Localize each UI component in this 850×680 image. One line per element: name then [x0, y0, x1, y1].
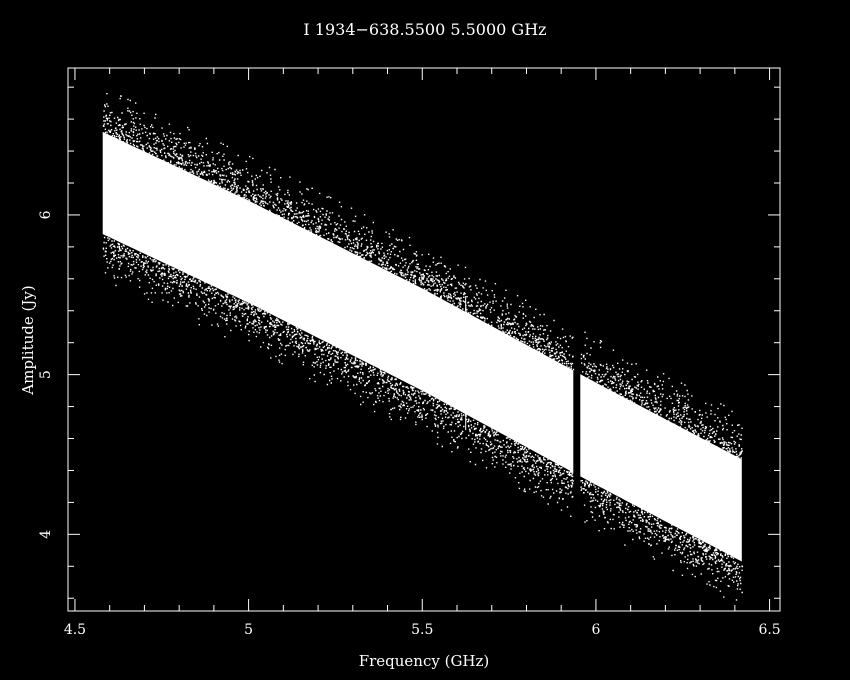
x-tick-label: 6: [591, 622, 600, 638]
y-tick-label: 5: [38, 370, 54, 379]
y-axis-label: Amplitude (Jy): [19, 285, 37, 395]
y-tick-label: 6: [38, 210, 54, 219]
data-core-band: [580, 374, 742, 562]
x-axis-label: Frequency (GHz): [359, 652, 490, 670]
data-core-band: [102, 131, 574, 473]
chart-title: I 1934−638.5500 5.5000 GHz: [303, 20, 546, 39]
plot-frame: [67, 67, 781, 612]
axis-ticks: 4.5 5 5.5 6 6.5 4 5 6: [38, 68, 781, 638]
data-cloud: [102, 93, 744, 601]
x-tick-label: 6.5: [758, 622, 780, 638]
x-tick-label: 4.5: [64, 622, 86, 638]
data-scatter-points: [102, 93, 744, 601]
x-tick-label: 5.5: [411, 622, 433, 638]
x-tick-label: 5: [244, 622, 253, 638]
y-tick-label: 4: [38, 530, 54, 539]
